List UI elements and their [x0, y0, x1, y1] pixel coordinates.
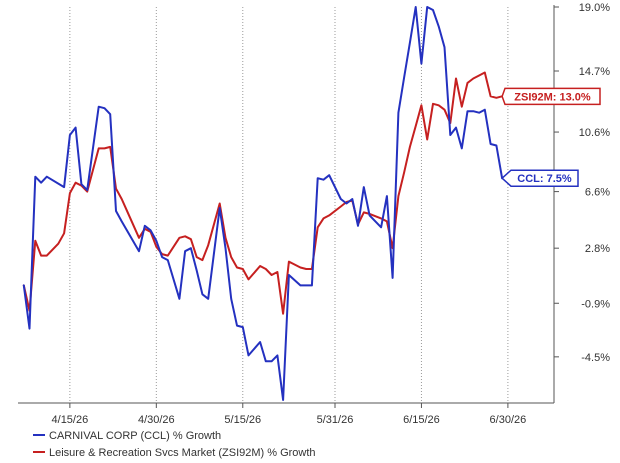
zsi92m-series-line: [22, 71, 504, 315]
ccl-callout-label: CCL: 7.5%: [517, 173, 572, 185]
y-tick-label: 14.7%: [579, 66, 610, 78]
ccl-callout: CCL: 7.5%: [501, 169, 579, 187]
callout-layer: ZSI92M: 13.0% CCL: 7.5%: [501, 87, 601, 187]
ccl-series-line: [22, 6, 504, 401]
legend-label: Leisure & Recreation Svcs Market (ZSI92M…: [49, 447, 316, 459]
y-tick-label: 2.8%: [585, 243, 610, 255]
ccl-callout-box: [501, 169, 579, 187]
grid-layer: [69, 7, 509, 403]
x-tick-label: 4/30/26: [138, 414, 175, 426]
y-tick-label: -0.9%: [581, 298, 610, 310]
x-tick-label: 5/15/26: [224, 414, 261, 426]
legend-layer: CARNIVAL CORP (CCL) % Growth Leisure & Re…: [33, 430, 316, 459]
y-tick-label: -4.5%: [581, 352, 610, 364]
zsi92m-callout-box: [501, 87, 601, 106]
axis-layer: 4/15/26 4/30/26 5/15/26 5/31/26 6/15/26 6/30/…: [18, 2, 610, 426]
x-tick-label: 5/31/26: [317, 414, 354, 426]
x-tick-label: 6/15/26: [403, 414, 440, 426]
y-tick-label: 10.6%: [579, 127, 610, 139]
series-layer: [22, 6, 504, 401]
zsi92m-callout: ZSI92M: 13.0%: [501, 87, 601, 106]
legend-label: CARNIVAL CORP (CCL) % Growth: [49, 430, 221, 442]
x-tick-label: 6/30/26: [490, 414, 527, 426]
y-tick-label: 6.6%: [585, 187, 610, 199]
y-tick-label: 19.0%: [579, 2, 610, 14]
zsi92m-callout-label: ZSI92M: 13.0%: [514, 91, 591, 103]
x-tick-label: 4/15/26: [52, 414, 89, 426]
